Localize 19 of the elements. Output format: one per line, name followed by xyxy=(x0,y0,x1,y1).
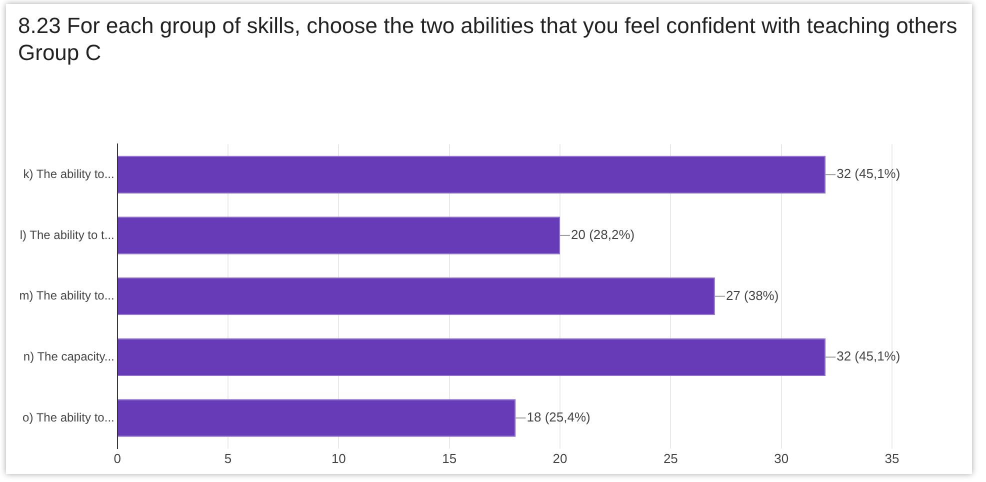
data-label: 27 (38%) xyxy=(726,288,779,303)
y-tick-label: o) The ability to... xyxy=(22,410,114,424)
x-tick-label: 20 xyxy=(552,450,568,466)
x-tick-label: 35 xyxy=(884,450,900,466)
y-tick-label: k) The ability to... xyxy=(23,166,114,181)
x-tick-label: 30 xyxy=(774,450,789,466)
y-tick-label: n) The capacity... xyxy=(23,349,114,364)
x-tick-label: 5 xyxy=(224,450,232,466)
data-label: 32 (45,1%) xyxy=(836,166,900,182)
y-tick-label: m) The ability to... xyxy=(19,288,114,303)
chart-title: 8.23 For each group of skills, choose the two abilities that you feel confident with teaching others Group C xyxy=(18,12,958,66)
data-label: 18 (25,4%) xyxy=(526,410,590,425)
x-tick-label: 25 xyxy=(663,450,678,466)
x-tick-label: 10 xyxy=(331,450,346,466)
y-tick-label: l) The ability to t... xyxy=(20,228,114,242)
data-label: 20 (28,2%) xyxy=(571,227,635,242)
x-tick-label: 15 xyxy=(442,450,457,466)
x-tick-label: 0 xyxy=(114,450,121,466)
data-label: 32 (45,1%) xyxy=(836,348,900,364)
